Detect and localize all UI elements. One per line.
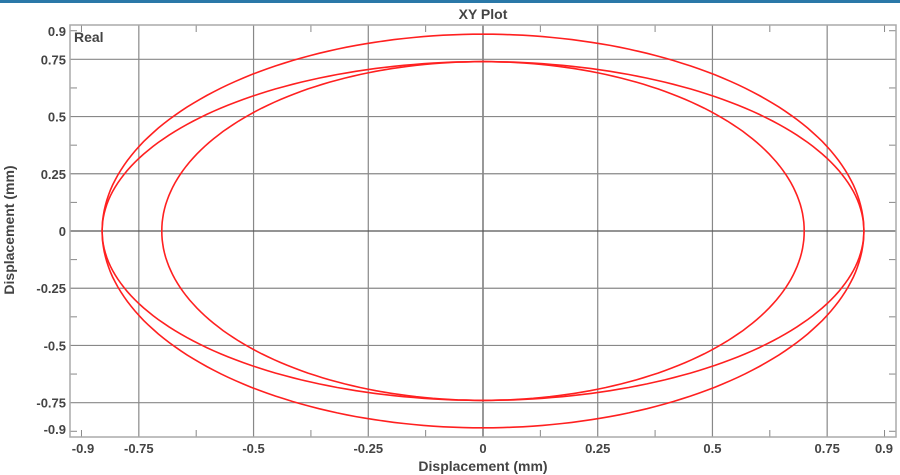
y-tick-label: 0.75 [41,52,66,67]
y-tick-label: 0.9 [48,24,66,39]
y-tick-label: -0.5 [44,338,66,353]
annotation-real: Real [74,29,104,45]
chart-title: XY Plot [459,6,508,22]
grid [70,25,896,437]
x-tick-label: -0.75 [124,441,154,456]
x-tick-label: -0.9 [72,441,94,456]
series-group [101,33,865,429]
x-tick-label: 0.9 [875,441,893,456]
window-top-border [0,0,900,3]
y-tick-label: 0.25 [41,167,66,182]
series-ellipse-2 [101,60,865,402]
x-tick-label: -0.25 [353,441,383,456]
x-tick-label: -0.5 [242,441,264,456]
y-tick-label: 0 [59,224,66,239]
tick-labels: -0.9 -0.75 -0.5 -0.25 0 0.25 0.5 0.75 0.9 0.9 0.75… [36,24,893,456]
y-tick-label: 0.5 [48,110,66,125]
y-tick-label: -0.75 [36,396,66,411]
plot-frame [69,24,897,438]
x-tick-label: 0.75 [815,441,840,456]
y-tick-label: -0.9 [44,422,66,437]
x-tick-label: 0 [479,441,486,456]
x-tick-label: 0.5 [703,441,721,456]
x-tick-label: 0.25 [585,441,610,456]
x-axis-label: Displacement (mm) [418,458,547,474]
y-tick-label: -0.25 [36,281,66,296]
series-ellipse-3 [160,60,805,402]
y-axis-label: Displacement (mm) [1,165,17,294]
